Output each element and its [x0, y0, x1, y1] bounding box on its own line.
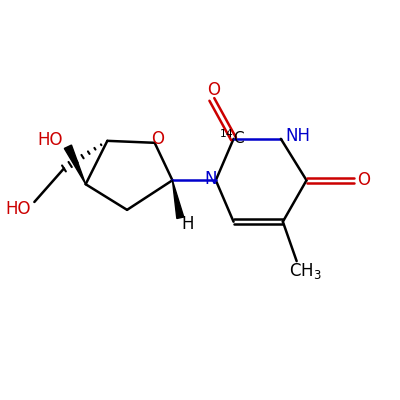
Polygon shape — [64, 145, 86, 184]
Text: O: O — [151, 130, 164, 148]
Text: H: H — [181, 215, 194, 233]
Text: HO: HO — [5, 200, 30, 218]
Polygon shape — [172, 180, 184, 218]
Text: HO: HO — [38, 131, 63, 149]
Text: O: O — [357, 171, 370, 189]
Text: O: O — [207, 80, 220, 98]
Text: N: N — [205, 170, 217, 188]
Text: NH: NH — [285, 127, 310, 145]
Text: $^{14}$C: $^{14}$C — [218, 129, 244, 148]
Text: CH$_3$: CH$_3$ — [289, 261, 322, 281]
